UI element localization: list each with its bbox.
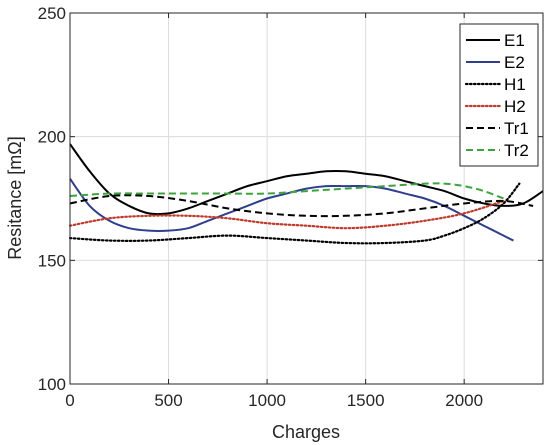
- x-tick-label: 0: [65, 391, 74, 410]
- axis-ticks: [69, 12, 543, 385]
- legend-label-tr1: Tr1: [504, 119, 529, 138]
- x-axis-label: Charges: [272, 422, 340, 442]
- legend-label-h2: H2: [504, 97, 526, 116]
- x-tick-label: 1500: [347, 391, 385, 410]
- plot-frame: [69, 12, 544, 385]
- y-axis-label: Resitance [mΩ]: [5, 136, 25, 260]
- y-tick-label: 150: [38, 251, 66, 270]
- series-line-h2: [68, 199, 505, 230]
- y-tick-label: 250: [38, 4, 66, 23]
- series-line-tr2: [69, 182, 504, 200]
- legend-label-tr2: Tr2: [504, 141, 529, 160]
- series-line-e1: [69, 143, 544, 216]
- series-line-h1: [68, 182, 521, 245]
- legend-box: [459, 23, 539, 167]
- legend-label-e1: E1: [504, 31, 525, 50]
- series-lines: [68, 143, 544, 245]
- y-tick-label: 100: [38, 375, 66, 394]
- series-line-tr1: [69, 194, 534, 218]
- y-tick-label: 200: [38, 128, 66, 147]
- x-tick-label: 2000: [445, 391, 483, 410]
- legend-label-h1: H1: [504, 75, 526, 94]
- x-tick-label: 1000: [248, 391, 286, 410]
- legend-label-e2: E2: [504, 53, 525, 72]
- tick-labels: 0 500 1000 1500 2000 100 150 200 250: [38, 4, 483, 410]
- x-tick-label: 500: [154, 391, 182, 410]
- legend: E1 E2 H1 H2 Tr1 Tr2: [459, 23, 539, 167]
